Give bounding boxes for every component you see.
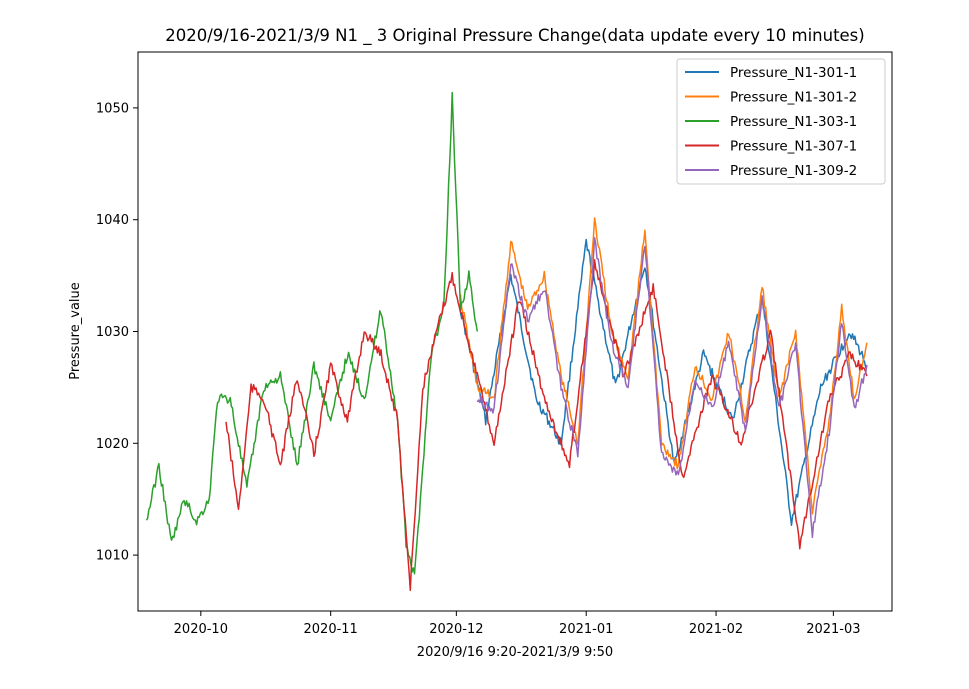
series-line-5	[476, 236, 868, 539]
x-axis: 2020-10 2020-11 2020-12 2021-01 2021-02 2021-…	[174, 611, 861, 637]
plot-lines	[145, 91, 868, 592]
series-line-2	[459, 217, 868, 515]
series-line-4	[225, 259, 868, 592]
y-tick-label: 1030	[96, 325, 129, 340]
legend-label: Pressure_N1-303-1	[730, 114, 857, 130]
x-tick-label: 2020-12	[429, 622, 483, 637]
y-tick-label: 1020	[96, 437, 129, 452]
legend-label: Pressure_N1-301-1	[730, 65, 857, 81]
legend-label: Pressure_N1-309-2	[730, 163, 857, 179]
legend-label: Pressure_N1-307-1	[730, 139, 857, 155]
series-line-3	[145, 91, 479, 575]
legend-label: Pressure_N1-301-2	[730, 90, 857, 106]
x-tick-label: 2021-01	[559, 622, 613, 637]
legend: Pressure_N1-301-1 Pressure_N1-301-2 Pressu…	[676, 58, 886, 185]
x-tick-label: 2020-10	[174, 622, 228, 637]
x-tick-label: 2021-03	[806, 622, 860, 637]
x-tick-label: 2020-11	[304, 622, 358, 637]
x-axis-label: 2020/9/16 9:20-2021/3/9 9:50	[417, 645, 613, 660]
legend-box	[676, 58, 886, 185]
y-tick-label: 1050	[96, 101, 129, 116]
y-tick-label: 1040	[96, 213, 129, 228]
y-axis: 1010 1020 1030 1040 1050	[96, 101, 138, 564]
chart-title: 2020/9/16-2021/3/9 N1 _ 3 Original Press…	[165, 26, 864, 46]
series-line-1	[459, 238, 868, 527]
y-tick-label: 1010	[96, 549, 129, 564]
y-axis-label: Pressure_value	[68, 282, 83, 380]
x-tick-label: 2021-02	[689, 622, 743, 637]
